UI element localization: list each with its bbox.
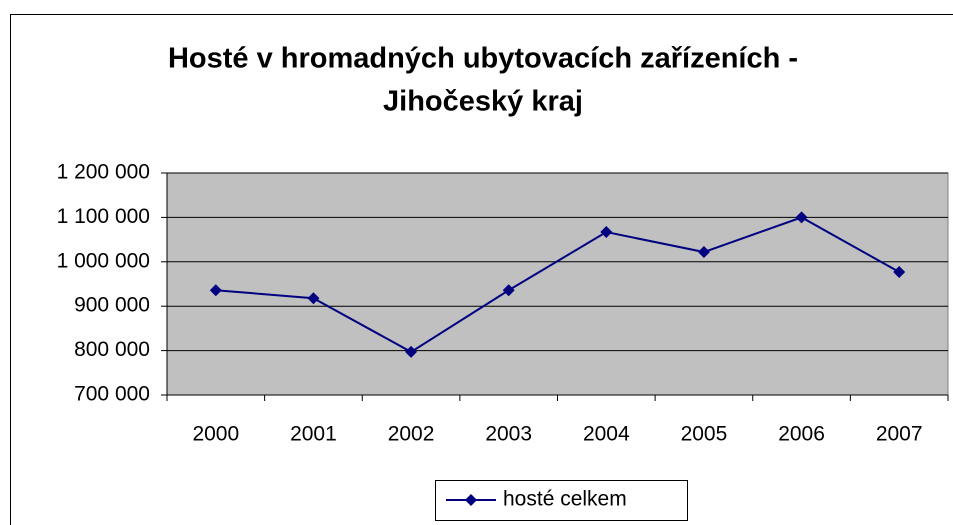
series-line bbox=[215, 216, 900, 354]
plot-area bbox=[166, 172, 949, 396]
y-tick-label: 900 000 bbox=[74, 294, 150, 317]
y-tick-label: 800 000 bbox=[74, 338, 150, 361]
data-point bbox=[502, 284, 515, 297]
y-tick-label: 1 000 000 bbox=[57, 249, 150, 272]
data-point bbox=[697, 246, 710, 259]
x-tick-label: 2000 bbox=[192, 423, 239, 446]
x-tick-label: 2006 bbox=[778, 423, 825, 446]
chart-title: Jihočeský kraj bbox=[383, 86, 583, 118]
data-point bbox=[209, 284, 222, 297]
x-tick-label: 2004 bbox=[583, 423, 630, 446]
legend-marker bbox=[465, 494, 477, 506]
chart-title: Hosté v hromadných ubytovacích zařízeníc… bbox=[168, 43, 798, 75]
data-point bbox=[795, 211, 808, 224]
x-tick-label: 2001 bbox=[290, 423, 337, 446]
x-tick-label: 2007 bbox=[876, 423, 923, 446]
legend-label: hosté celkem bbox=[503, 488, 627, 511]
y-tick-label: 1 200 000 bbox=[57, 161, 150, 184]
data-point bbox=[307, 292, 320, 305]
x-tick-label: 2003 bbox=[485, 423, 532, 446]
y-tick-label: 1 100 000 bbox=[57, 205, 150, 228]
data-point bbox=[893, 266, 906, 279]
y-tick-label: 700 000 bbox=[74, 383, 150, 406]
x-tick-label: 2002 bbox=[388, 423, 435, 446]
data-point bbox=[600, 226, 613, 239]
x-tick-label: 2005 bbox=[681, 423, 728, 446]
data-point bbox=[405, 345, 418, 358]
